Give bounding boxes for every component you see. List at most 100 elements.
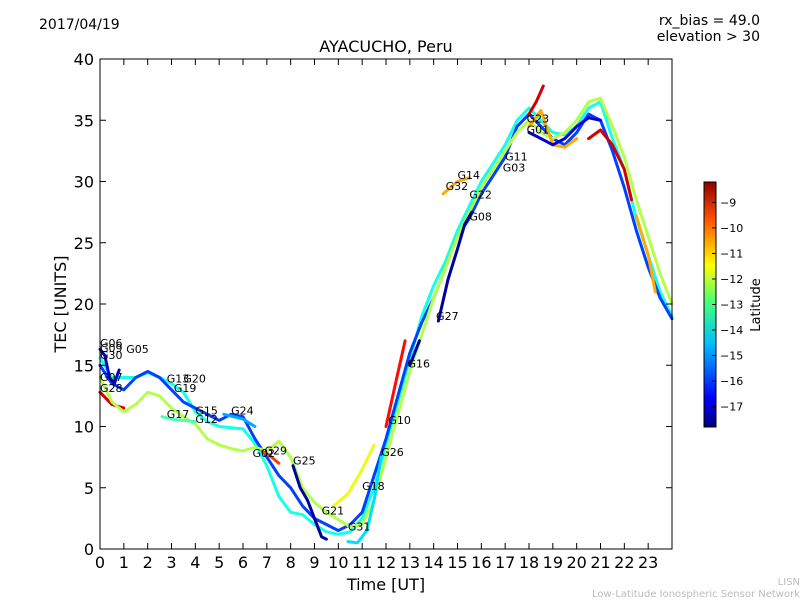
- x-tick-label-19: 19: [543, 553, 563, 572]
- y-tick-label-35: 35: [74, 111, 94, 130]
- x-tick-label-17: 17: [495, 553, 515, 572]
- x-tick-label-13: 13: [400, 553, 420, 572]
- x-tick-label-8: 8: [286, 553, 296, 572]
- x-tick-label-2: 2: [143, 553, 153, 572]
- y-tick-label-25: 25: [74, 234, 94, 253]
- tec-series-line-15: [587, 128, 633, 202]
- tec-series-line-10: [384, 339, 407, 428]
- satellite-label-g08: G08: [469, 211, 492, 224]
- x-tick-label-22: 22: [614, 553, 634, 572]
- tec-series-line-13: [527, 84, 545, 116]
- satellite-label-g26: G26: [381, 446, 404, 459]
- satellite-label-g11: G11: [505, 151, 528, 164]
- y-tick-label-20: 20: [74, 295, 94, 314]
- tec-series-line-4: [98, 347, 121, 386]
- satellite-label-g20: G20: [183, 372, 206, 385]
- date-label: 2017/04/19: [39, 17, 120, 33]
- colorbar-tick-label--10: −10: [720, 222, 743, 235]
- satellite-label-g21: G21: [322, 505, 345, 518]
- x-tick-label-15: 15: [447, 553, 467, 572]
- x-tick-label-9: 9: [309, 553, 319, 572]
- colorbar-tick-label--12: −12: [720, 273, 743, 286]
- satellite-label-g03: G03: [503, 162, 526, 175]
- tec-series-line-12: [441, 176, 471, 196]
- x-tick-label-11: 11: [352, 553, 372, 572]
- x-tick-label-0: 0: [95, 553, 105, 572]
- colorbar-tick-label--11: −11: [720, 247, 743, 260]
- tec-series-line-17: [527, 116, 602, 147]
- tec-series-line-6: [260, 449, 281, 465]
- tec-series-line-7: [291, 464, 328, 541]
- satellite-label-g09: G09: [100, 342, 123, 355]
- y-tick-label-30: 30: [74, 173, 94, 192]
- x-tick-label-5: 5: [214, 553, 224, 572]
- satellite-label-g17: G17: [167, 408, 190, 421]
- y-tick-label-15: 15: [74, 356, 94, 375]
- chart-title: AYACUCHO, Peru: [319, 37, 453, 56]
- satellite-label-g30: G30: [100, 349, 123, 362]
- colorbar-tick-label--14: −14: [720, 324, 743, 337]
- x-tick-label-4: 4: [190, 553, 200, 572]
- satellite-label-g06: G06: [100, 337, 123, 350]
- satellite-label-g05: G05: [126, 343, 149, 356]
- satellite-label-g27: G27: [436, 310, 459, 323]
- satellite-label-g07: G07: [100, 371, 123, 384]
- y-tick-label-5: 5: [84, 479, 94, 498]
- colorbar-tick-label--17: −17: [720, 401, 743, 414]
- satellite-label-g19: G19: [174, 382, 197, 395]
- x-tick-label-23: 23: [638, 553, 658, 572]
- x-tick-label-12: 12: [376, 553, 396, 572]
- colorbar-tick-label--13: −13: [720, 299, 743, 312]
- x-tick-label-3: 3: [166, 553, 176, 572]
- tec-series-line-3: [98, 96, 674, 529]
- x-tick-label-1: 1: [119, 553, 129, 572]
- plot-frame: [99, 58, 673, 550]
- satellite-label-g16: G16: [407, 358, 430, 371]
- tec-series-line-8: [222, 412, 257, 428]
- satellite-label-g22: G22: [469, 189, 492, 202]
- x-tick-label-10: 10: [328, 553, 348, 572]
- lisn-network-name: Low-Latitude Ionospheric Sensor Network: [592, 589, 800, 600]
- tec-series-line-1: [98, 100, 674, 536]
- x-tick-label-18: 18: [519, 553, 539, 572]
- satellite-label-g01: G01: [527, 124, 550, 137]
- y-tick-label-0: 0: [84, 540, 94, 559]
- satellite-label-g31: G31: [348, 521, 371, 534]
- x-tick-label-21: 21: [590, 553, 610, 572]
- tec-series-line-5: [160, 415, 197, 424]
- satellite-label-g32: G32: [446, 180, 469, 193]
- tec-series-line-19: [332, 443, 376, 508]
- x-axis-label: Time [UT]: [346, 575, 425, 594]
- y-tick-label-40: 40: [74, 50, 94, 69]
- colorbar-label: Latitude: [749, 278, 764, 332]
- tec-series-line-11: [408, 339, 421, 367]
- y-tick-label-10: 10: [74, 418, 94, 437]
- tec-series-line-16: [634, 214, 657, 294]
- y-axis-label: TEC [UNITS]: [51, 256, 70, 354]
- satellite-label-g14: G14: [458, 169, 481, 182]
- satellite-label-g23: G23: [527, 113, 550, 126]
- tec-series-line-2: [98, 112, 674, 533]
- x-tick-label-20: 20: [566, 553, 586, 572]
- colorbar-tick-label--15: −15: [720, 350, 743, 363]
- satellite-label-g18: G18: [362, 480, 385, 493]
- satellite-label-g28: G28: [100, 382, 123, 395]
- x-tick-label-6: 6: [238, 553, 248, 572]
- satellite-label-g25: G25: [293, 454, 316, 467]
- satellite-label-g13: G13: [167, 372, 190, 385]
- rx-bias-label: rx_bias = 49.0: [658, 13, 760, 29]
- colorbar-tick-label--9: −9: [720, 196, 736, 209]
- satellite-label-g12: G12: [195, 413, 218, 426]
- satellite-label-g15: G15: [195, 404, 218, 417]
- lisn-brand: LISN: [777, 577, 800, 588]
- tec-series-line-18: [346, 455, 383, 545]
- x-tick-label-7: 7: [262, 553, 272, 572]
- elevation-label: elevation > 30: [656, 29, 760, 45]
- satellite-label-g10: G10: [388, 414, 411, 427]
- tec-series-line-9: [436, 210, 474, 323]
- colorbar-tick-label--16: −16: [720, 375, 743, 388]
- satellite-label-g29: G29: [264, 445, 287, 458]
- satellite-label-g24: G24: [231, 404, 254, 417]
